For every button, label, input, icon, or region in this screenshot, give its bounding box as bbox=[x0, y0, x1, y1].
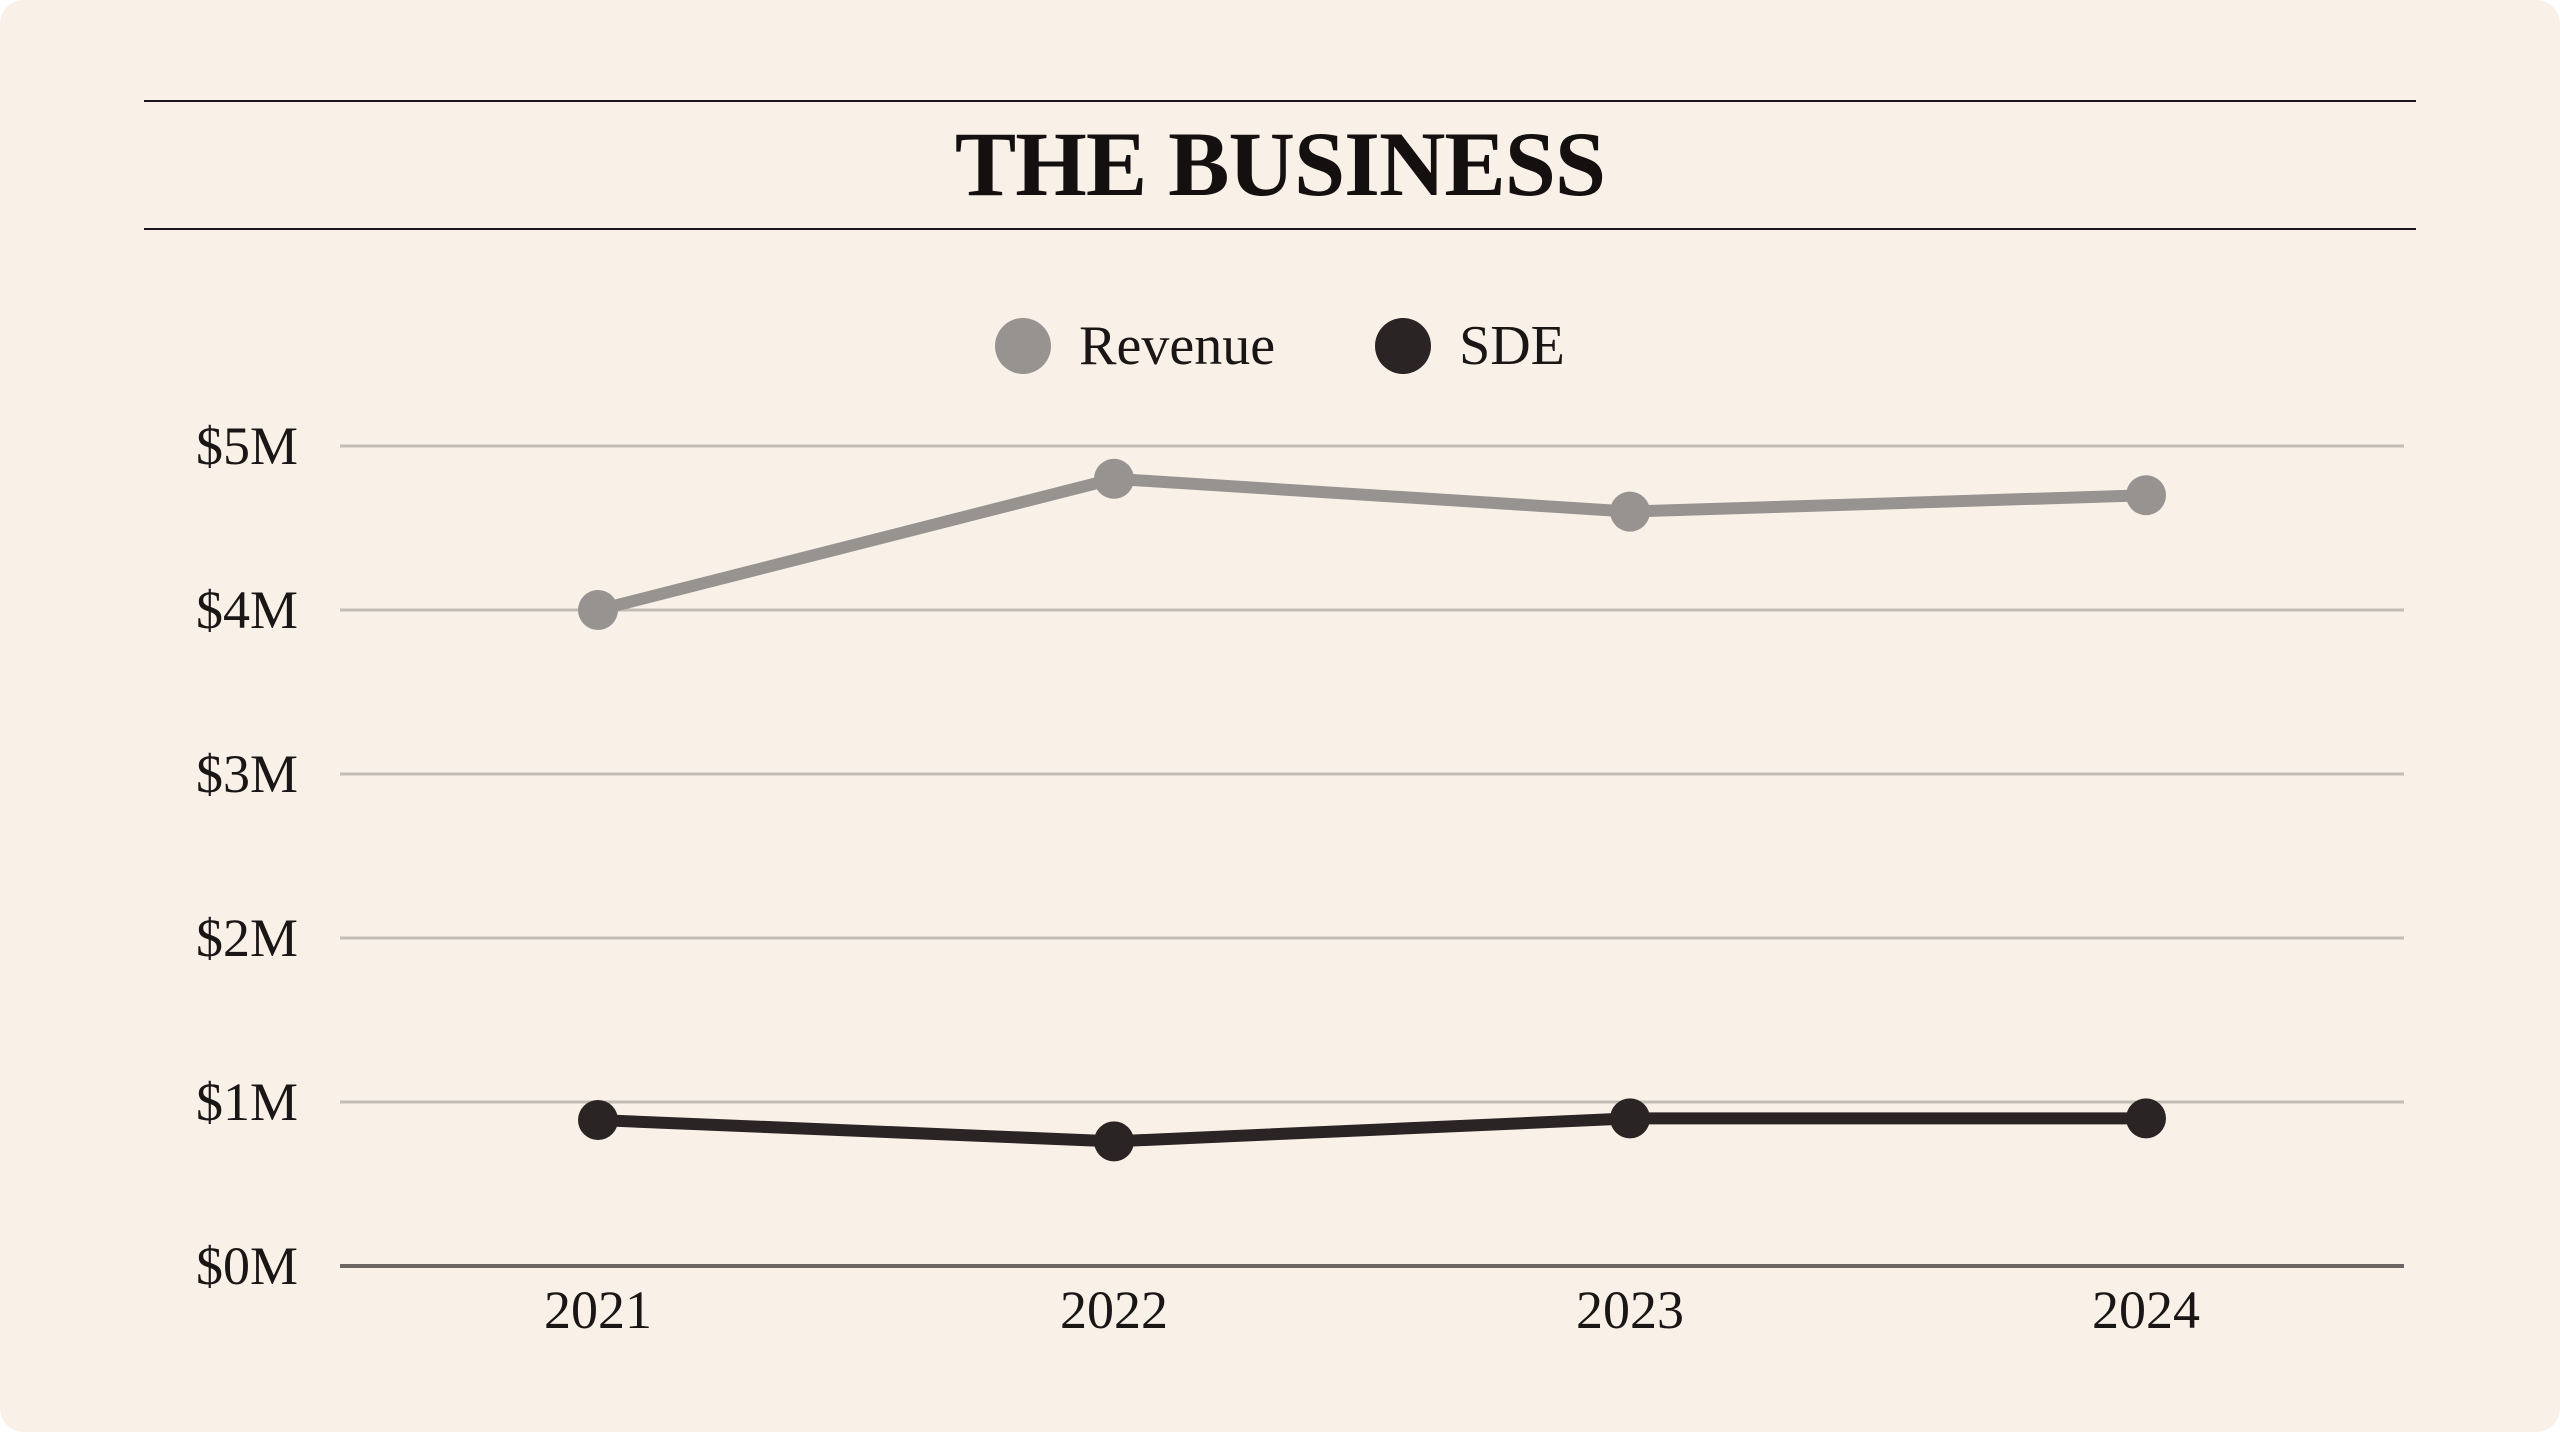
y-tick-label: $3M bbox=[196, 744, 298, 804]
data-point-sde bbox=[578, 1100, 618, 1141]
data-point-revenue bbox=[578, 590, 618, 630]
data-point-revenue bbox=[1094, 458, 1134, 499]
data-point-sde bbox=[2126, 1098, 2166, 1139]
legend-marker-revenue bbox=[995, 318, 1052, 374]
legend-item-revenue: Revenue bbox=[995, 314, 1275, 378]
data-point-sde bbox=[1610, 1098, 1650, 1139]
x-tick-label: 2024 bbox=[2092, 1280, 2200, 1340]
data-point-revenue bbox=[2126, 475, 2166, 516]
x-tick-label: 2021 bbox=[544, 1280, 652, 1340]
title-top-rule bbox=[144, 100, 2416, 102]
legend-label-sde: SDE bbox=[1459, 315, 1565, 377]
y-tick-label: $5M bbox=[196, 416, 298, 476]
chart-legend: Revenue SDE bbox=[0, 310, 2560, 382]
title-bottom-rule bbox=[144, 228, 2416, 230]
legend-label-revenue: Revenue bbox=[1079, 315, 1276, 377]
y-tick-label: $1M bbox=[196, 1072, 298, 1132]
y-tick-label: $2M bbox=[196, 908, 298, 968]
legend-item-sde: SDE bbox=[1375, 314, 1565, 378]
data-point-sde bbox=[1094, 1121, 1134, 1162]
legend-marker-sde bbox=[1375, 318, 1432, 374]
chart-title: THE BUSINESS bbox=[954, 113, 1606, 215]
data-point-revenue bbox=[1610, 491, 1650, 532]
series-line-sde bbox=[592, 1112, 2152, 1148]
y-tick-label: $4M bbox=[196, 580, 298, 640]
x-tick-label: 2023 bbox=[1576, 1280, 1684, 1340]
x-tick-label: 2022 bbox=[1060, 1280, 1168, 1340]
series-line-revenue bbox=[592, 472, 2152, 616]
y-tick-label: $0M bbox=[196, 1236, 298, 1296]
